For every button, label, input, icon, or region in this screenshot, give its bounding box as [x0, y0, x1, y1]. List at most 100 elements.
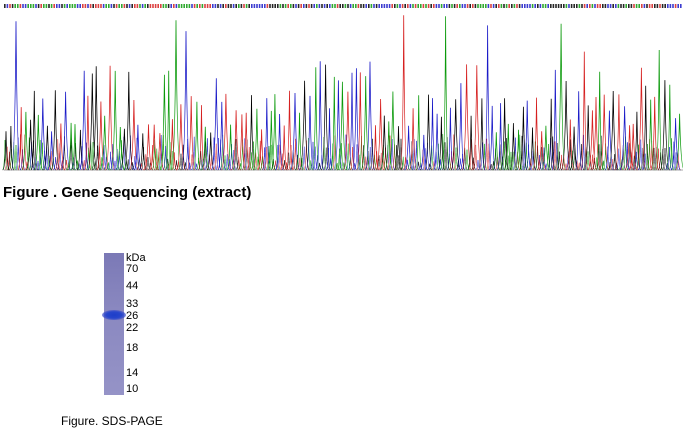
trace-peak	[478, 98, 486, 171]
trace-peak	[405, 159, 411, 171]
trace-peak	[363, 156, 369, 171]
trace-peak	[33, 114, 44, 171]
trace-peak	[633, 151, 640, 171]
trace-peak	[187, 162, 193, 171]
trace-peak	[666, 84, 674, 171]
trace-peak	[21, 111, 31, 171]
trace-peak	[369, 138, 376, 171]
trace-peak	[154, 148, 160, 171]
trace-peak	[42, 125, 53, 171]
trace-peak	[48, 150, 54, 171]
trace-peak	[600, 160, 606, 171]
trace-peak	[650, 96, 660, 171]
trace-peak	[399, 15, 408, 171]
trace-peak	[567, 139, 574, 171]
trace-peak	[488, 163, 494, 171]
trace-peak	[585, 151, 591, 171]
trace-peak	[334, 163, 340, 171]
trace-peak	[403, 125, 414, 171]
trace-peak	[155, 133, 165, 171]
trace-peak	[17, 107, 25, 171]
trace-peak	[471, 65, 483, 171]
trace-peak	[182, 162, 188, 171]
trace-peak	[651, 147, 657, 171]
trace-peak	[149, 124, 160, 171]
trace-peak	[242, 138, 248, 171]
trace-peak	[299, 80, 310, 171]
trace-peaks	[2, 15, 683, 171]
trace-peak	[642, 85, 650, 171]
trace-peak	[171, 20, 181, 171]
trace-peak	[471, 157, 477, 171]
trace-peak	[479, 142, 486, 171]
trace-peak	[558, 154, 565, 171]
trace-peak	[551, 69, 559, 171]
trace-peak	[162, 145, 169, 171]
trace-peak	[118, 140, 125, 171]
base-call-sequence	[4, 4, 682, 8]
trace-peak	[589, 154, 596, 171]
trace-peak	[409, 108, 417, 171]
trace-peak	[226, 159, 232, 171]
trace-peak	[237, 114, 247, 171]
trace-peak	[217, 101, 227, 171]
trace-peak	[616, 148, 622, 171]
trace-peak	[181, 31, 191, 171]
trace-peak	[192, 101, 201, 171]
trace-peak	[522, 100, 532, 171]
trace-peak	[175, 104, 186, 171]
trace-peak	[178, 153, 184, 171]
trace-peak	[336, 148, 343, 171]
trace-peak	[503, 138, 510, 171]
trace-peak	[206, 132, 215, 171]
trace-peak	[103, 156, 109, 171]
trace-peak	[39, 142, 46, 171]
trace-peak	[261, 147, 268, 171]
trace-peak	[59, 160, 65, 171]
trace-peak	[334, 80, 343, 171]
trace-peak	[115, 126, 126, 171]
trace-peak	[275, 113, 284, 171]
trace-peak	[213, 143, 219, 171]
trace-peak	[145, 157, 151, 171]
trace-peak	[81, 160, 87, 171]
trace-peak	[624, 125, 635, 171]
trace-peak	[341, 162, 347, 171]
trace-peak	[247, 95, 256, 171]
trace-peak	[330, 143, 336, 171]
trace-peak	[301, 146, 307, 171]
trace-peak	[481, 143, 488, 171]
trace-peak	[345, 143, 351, 171]
trace-peak	[174, 160, 180, 171]
trace-peak	[246, 147, 252, 171]
trace-peak	[138, 133, 147, 171]
trace-peak	[569, 126, 579, 171]
trace-peak	[317, 162, 323, 171]
trace-peak	[519, 106, 528, 171]
trace-peak	[415, 95, 423, 171]
trace-peak	[2, 139, 8, 171]
trace-peak	[437, 116, 446, 171]
trace-peak	[55, 139, 61, 171]
trace-peak	[19, 149, 26, 171]
trace-peak	[484, 138, 490, 171]
trace-peak	[280, 125, 288, 171]
trace-peak	[609, 158, 615, 171]
trace-peak	[2, 131, 10, 171]
trace-peak	[604, 110, 615, 171]
trace-peak	[114, 148, 120, 171]
trace-peak	[189, 154, 195, 171]
trace-peak	[402, 157, 408, 171]
trace-peak	[666, 147, 673, 171]
trace-peak	[284, 162, 290, 171]
trace-peak	[129, 99, 139, 171]
gene-sequencing-caption: Figure . Gene Sequencing (extract)	[3, 184, 252, 201]
trace-peak	[473, 144, 479, 171]
trace-peak	[231, 110, 242, 171]
trace-peak	[427, 163, 433, 171]
trace-peak	[364, 61, 375, 171]
trace-peak	[673, 152, 679, 171]
trace-peak	[384, 121, 394, 171]
trace-peak	[53, 157, 59, 171]
trace-peak	[79, 70, 89, 171]
